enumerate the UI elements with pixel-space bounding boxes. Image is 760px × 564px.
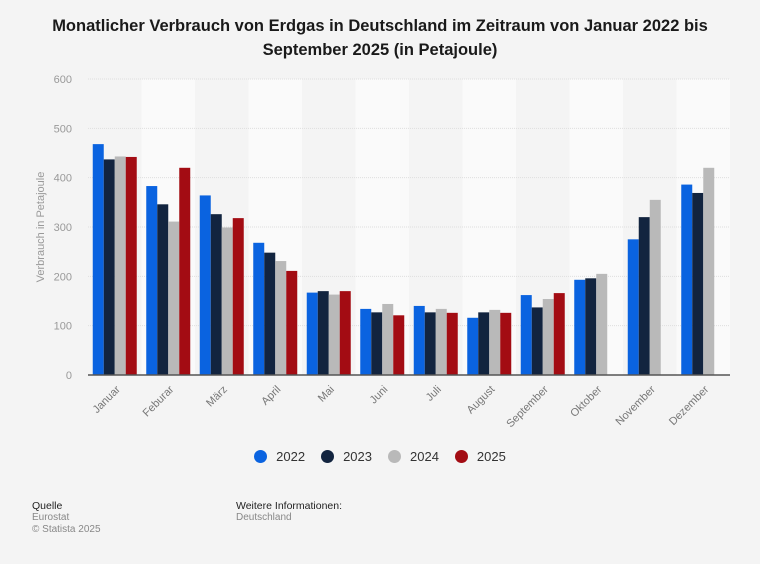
bar-2022-April[interactable] bbox=[253, 242, 265, 375]
x-tick-label: September bbox=[504, 383, 551, 430]
y-tick-label: 200 bbox=[54, 271, 72, 283]
bar-2025-Januar[interactable] bbox=[125, 156, 137, 375]
bar-chart: 0 100 200 300 400 500 600 Januar Feburar März Apr… bbox=[35, 74, 730, 430]
bar-2024-April[interactable] bbox=[275, 261, 287, 375]
y-tick-label: 600 bbox=[54, 74, 72, 86]
bar-2025-Mai[interactable] bbox=[339, 291, 351, 375]
legend-dot-icon bbox=[388, 450, 401, 463]
legend: 2022 2023 2024 2025 bbox=[0, 449, 760, 464]
bar-2022-August[interactable] bbox=[467, 317, 479, 375]
legend-item-2022[interactable]: 2022 bbox=[254, 449, 305, 464]
bar-2022-Mai[interactable] bbox=[306, 292, 318, 375]
bar-2024-Oktober[interactable] bbox=[596, 273, 608, 375]
bar-2024-Januar[interactable] bbox=[114, 156, 126, 375]
bar-2023-November[interactable] bbox=[638, 217, 650, 375]
bar-2023-September[interactable] bbox=[531, 307, 543, 375]
bar-2024-März[interactable] bbox=[221, 227, 233, 375]
legend-label: 2025 bbox=[476, 449, 506, 464]
bar-2022-Juli[interactable] bbox=[413, 305, 425, 375]
x-tick-label: Mai bbox=[316, 384, 337, 405]
bar-2025-Feburar[interactable] bbox=[179, 167, 191, 375]
bar-2023-Juni[interactable] bbox=[371, 312, 383, 375]
legend-label: 2023 bbox=[343, 449, 372, 464]
x-tick-label: Juli bbox=[424, 384, 444, 404]
bar-2023-Feburar[interactable] bbox=[157, 204, 169, 375]
y-tick-label: 400 bbox=[54, 173, 72, 185]
legend-item-2024[interactable]: 2024 bbox=[388, 449, 439, 464]
x-tick-label: Dezember bbox=[667, 383, 712, 428]
bar-2025-Juli[interactable] bbox=[446, 312, 458, 375]
bar-2022-Januar[interactable] bbox=[92, 144, 104, 375]
x-tick-label: Feburar bbox=[141, 383, 177, 419]
chart-title: Monatlicher Verbrauch von Erdgas in Deut… bbox=[0, 14, 760, 62]
x-tick-label: Januar bbox=[91, 383, 124, 416]
bar-2023-Januar[interactable] bbox=[103, 159, 115, 375]
copyright-text: © Statista 2025 bbox=[32, 524, 101, 535]
bar-2022-Oktober[interactable] bbox=[574, 279, 586, 375]
chart-title-line-2: September 2025 (in Petajoule) bbox=[262, 41, 498, 59]
bar-2022-Juni[interactable] bbox=[360, 308, 372, 375]
bar-2022-Dezember[interactable] bbox=[681, 184, 693, 375]
bar-2023-März[interactable] bbox=[210, 214, 222, 375]
info-block: Weitere Informationen: Deutschland bbox=[236, 500, 342, 524]
bar-2025-September[interactable] bbox=[553, 293, 565, 375]
bar-2023-Juli[interactable] bbox=[424, 312, 436, 375]
bar-2023-April[interactable] bbox=[264, 252, 276, 375]
x-tick-label: April bbox=[259, 384, 283, 408]
y-axis-label: Verbrauch in Petajoule bbox=[35, 172, 47, 283]
bar-2023-Oktober[interactable] bbox=[585, 278, 597, 375]
gridlines bbox=[88, 78, 730, 327]
bar-2024-November[interactable] bbox=[649, 199, 661, 375]
x-tick-label: Juni bbox=[368, 384, 391, 407]
source-heading: Quelle bbox=[32, 500, 63, 512]
legend-item-2025[interactable]: 2025 bbox=[454, 449, 506, 464]
x-tick-label: Oktober bbox=[568, 383, 604, 419]
bar-2024-Feburar[interactable] bbox=[168, 221, 180, 375]
x-tick-label: August bbox=[465, 384, 498, 417]
legend-dot-icon bbox=[254, 450, 268, 463]
bar-2024-September[interactable] bbox=[542, 299, 554, 375]
y-axis-ticks: 0 100 200 300 400 500 600 bbox=[54, 74, 72, 382]
bar-2025-März[interactable] bbox=[232, 218, 244, 375]
chart-title-line-1: Monatlicher Verbrauch von Erdgas in Deut… bbox=[52, 17, 708, 35]
bars bbox=[92, 144, 715, 375]
bar-2024-August[interactable] bbox=[489, 309, 501, 375]
bar-2023-Mai[interactable] bbox=[317, 291, 329, 375]
bar-2025-August[interactable] bbox=[500, 312, 512, 375]
bar-2023-August[interactable] bbox=[478, 312, 490, 375]
y-tick-label: 100 bbox=[54, 321, 72, 333]
x-axis-labels: Januar Feburar März April Mai Juni Juli August S… bbox=[91, 383, 712, 430]
legend-label: 2022 bbox=[276, 449, 306, 464]
legend-item-2023[interactable]: 2023 bbox=[321, 449, 372, 464]
info-text: Deutschland bbox=[236, 512, 292, 523]
bar-2024-Juli[interactable] bbox=[435, 308, 447, 375]
info-heading: Weitere Informationen: bbox=[236, 500, 343, 512]
bar-2022-November[interactable] bbox=[627, 239, 639, 375]
x-tick-label: März bbox=[204, 384, 230, 410]
bar-2024-Juni[interactable] bbox=[382, 303, 394, 375]
legend-label: 2024 bbox=[410, 449, 439, 464]
source-text: Eurostat bbox=[32, 512, 70, 523]
x-tick-label: November bbox=[614, 383, 659, 428]
legend-dot-icon bbox=[454, 450, 468, 463]
y-tick-label: 500 bbox=[54, 123, 72, 135]
bar-2022-März[interactable] bbox=[199, 195, 211, 375]
bar-2023-Dezember[interactable] bbox=[692, 192, 704, 375]
y-tick-label: 0 bbox=[66, 370, 72, 382]
source-block: Quelle Eurostat © Statista 2025 bbox=[32, 500, 101, 536]
y-tick-label: 300 bbox=[54, 222, 72, 234]
bar-2022-September[interactable] bbox=[520, 295, 532, 375]
bar-2025-April[interactable] bbox=[286, 270, 298, 375]
bar-2025-Juni[interactable] bbox=[393, 315, 405, 375]
bar-2022-Feburar[interactable] bbox=[146, 186, 158, 375]
legend-dot-icon bbox=[321, 450, 335, 463]
bar-2024-Mai[interactable] bbox=[328, 294, 340, 375]
bar-2024-Dezember[interactable] bbox=[703, 167, 715, 375]
